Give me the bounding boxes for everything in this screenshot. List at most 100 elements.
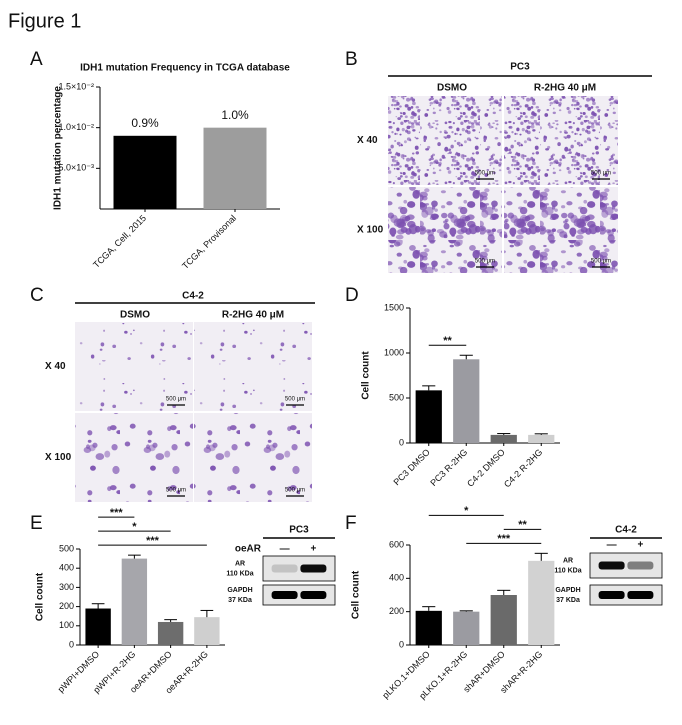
y-tick-label: 1000 [384, 347, 404, 357]
significance-label: * [464, 505, 469, 517]
y-axis-label: Cell count [35, 572, 46, 621]
panel-letter: A [30, 49, 43, 70]
blot-band [271, 591, 298, 599]
y-tick-label: 400 [389, 573, 404, 583]
panel-letter: F [345, 513, 357, 534]
y-tick-label: 400 [59, 563, 74, 573]
band-size: 37 KDa [228, 597, 252, 604]
panel-letter: D [345, 285, 359, 306]
blot-frame [589, 584, 663, 606]
value-label: 1.0% [221, 108, 249, 122]
y-tick-label: 200 [389, 606, 404, 616]
blot-band [300, 591, 327, 599]
band-size: 110 KDa [554, 567, 581, 574]
bar [415, 390, 442, 443]
bar [194, 617, 220, 645]
significance-label: *** [497, 533, 511, 545]
y-tick-label: 0 [399, 437, 404, 447]
scale-bar-label: 500 μm [475, 259, 495, 265]
panel-letter: B [345, 49, 358, 70]
bar [85, 608, 111, 645]
blot-band [598, 591, 625, 599]
y-tick-label: 500 [389, 392, 404, 402]
chart-title: IDH1 mutation Frequency in TCGA database [80, 63, 290, 74]
column-header: R-2HG 40 μM [534, 83, 596, 94]
y-tick-label: 1.5×10⁻² [58, 81, 94, 91]
bar [415, 610, 442, 645]
lane-label: + [637, 540, 643, 551]
row-label: X 40 [357, 135, 378, 146]
band-size: 110 KDa [226, 570, 253, 577]
y-tick-label: 300 [59, 582, 74, 592]
y-tick-label: 5.0×10⁻³ [58, 163, 94, 173]
micrograph [388, 187, 502, 273]
band-name: GAPDH [555, 587, 580, 594]
micrograph [504, 96, 618, 185]
figure-title: Figure 1 [8, 10, 81, 32]
micrograph [388, 96, 502, 185]
bar [157, 621, 184, 645]
blot-band [627, 591, 654, 599]
column-header: DSMO [120, 310, 150, 321]
blot-condition: oeAR [235, 544, 262, 555]
micrograph [194, 322, 312, 411]
band-name: GAPDH [227, 587, 252, 594]
micrograph [75, 413, 193, 502]
micrograph [194, 413, 312, 502]
bar [121, 558, 148, 645]
scale-bar-label: 500 μm [166, 397, 186, 403]
y-tick-label: 1.0×10⁻² [58, 122, 94, 132]
blot-title: C4-2 [615, 525, 637, 536]
band-name: AR [563, 557, 573, 564]
y-axis-label: IDH1 mutation percentage [53, 86, 64, 210]
band-name: AR [235, 560, 245, 567]
scale-bar-label: 500 μm [475, 171, 495, 177]
y-tick-label: 500 [59, 543, 74, 553]
bar [113, 135, 177, 209]
row-label: X 100 [357, 225, 384, 236]
bar [453, 611, 480, 645]
bar [490, 595, 517, 645]
column-header: DSMO [437, 83, 467, 94]
row-label: X 100 [45, 452, 72, 463]
significance-label: ** [443, 335, 452, 347]
y-tick-label: 200 [59, 601, 74, 611]
micrograph-title: PC3 [510, 62, 530, 73]
scale-bar-label: 500 μm [285, 488, 305, 494]
panel-letter: E [30, 513, 43, 534]
blot-band [627, 561, 654, 570]
y-tick-label: 1500 [384, 302, 404, 312]
value-label: 0.9% [131, 116, 159, 130]
bar [203, 127, 267, 209]
y-tick-label: 0 [399, 639, 404, 649]
scale-bar-label: 500 μm [285, 397, 305, 403]
lane-label: — [280, 544, 290, 555]
y-tick-label: 100 [59, 620, 74, 630]
y-axis-label: Cell count [351, 570, 362, 619]
band-size: 37 KDa [556, 597, 580, 604]
lane-label: + [310, 544, 316, 555]
blot-title: PC3 [289, 525, 309, 536]
scale-bar-label: 500 μm [591, 171, 611, 177]
scale-bar-label: 500 μm [591, 259, 611, 265]
blot-band [271, 564, 298, 573]
micrograph-title: C4-2 [182, 291, 204, 302]
y-tick-label: 0 [69, 639, 74, 649]
micrograph [75, 322, 193, 411]
row-label: X 40 [45, 361, 66, 372]
blot-frame [262, 584, 336, 606]
scale-bar-label: 500 μm [166, 488, 186, 494]
y-axis-label: Cell count [361, 351, 372, 400]
lane-label: — [607, 540, 617, 551]
significance-label: ** [518, 519, 527, 531]
column-header: R-2HG 40 μM [222, 310, 284, 321]
significance-label: *** [146, 535, 160, 547]
significance-label: * [132, 521, 137, 533]
bar [528, 560, 555, 645]
bar [453, 359, 480, 443]
micrograph [504, 187, 618, 273]
y-tick-label: 600 [389, 539, 404, 549]
blot-band [598, 561, 625, 570]
bar [490, 434, 517, 443]
panel-letter: C [30, 285, 44, 306]
